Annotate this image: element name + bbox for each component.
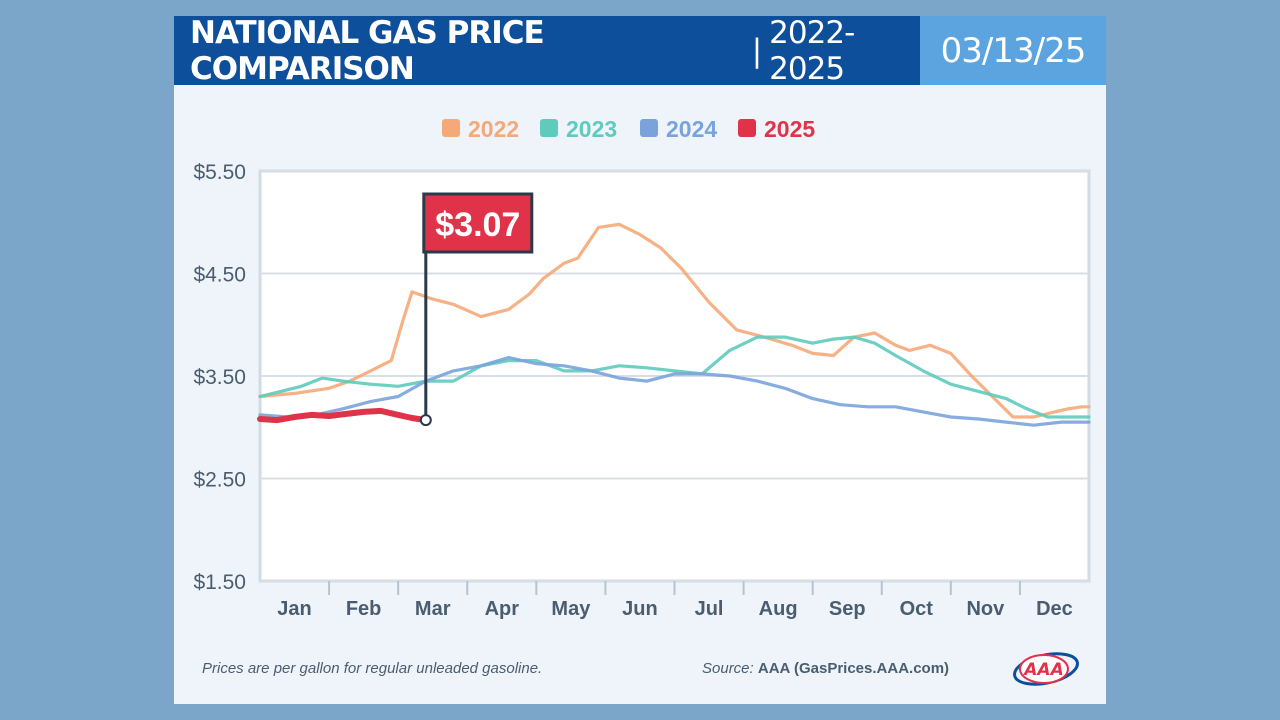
x-tick-label: Feb [346,598,382,620]
source-value: AAA (GasPrices.AAA.com) [757,660,950,677]
x-tick-label: Aug [759,598,798,620]
series-line-2024 [258,355,1091,427]
aaa-logo-icon: AAA [1013,652,1079,686]
series-line-2022 [258,222,1091,419]
line-chart: $5.50 $4.50 $3.50 $2.50 $1.50 Jan Feb Mar Apr May… [193,116,1091,620]
legend-label-2022: 2022 [468,116,519,142]
x-tick-label: Nov [966,598,1005,620]
x-tick-label: Apr [485,598,520,620]
title-bar: NATIONAL GAS PRICE COMPARISON | 2022-202… [174,14,920,87]
y-tick-label: $3.50 [193,366,246,389]
y-tick-label: $1.50 [193,571,246,594]
x-tick-label: Dec [1036,598,1073,620]
x-tick-label: Oct [900,598,934,620]
date-badge: 03/13/25 [920,16,1106,85]
x-tick-label: Jan [277,598,311,620]
chart-years: 2022-2025 [769,14,855,87]
legend-swatch-2023 [540,119,558,137]
aaa-logo-text: AAA [1022,660,1063,680]
source-credit: Source: AAA (GasPrices.AAA.com) [702,660,949,677]
y-tick-label: $2.50 [193,469,246,492]
legend-label-2023: 2023 [566,116,617,142]
footnote: Prices are per gallon for regular unlead… [202,660,543,677]
legend-label-2025: 2025 [764,116,815,142]
x-tick-label: Mar [415,598,451,620]
x-tick-label: Jun [622,598,658,620]
annotation-flag [422,192,534,254]
legend-swatch-2024 [640,119,658,137]
legend-swatch-2025 [738,119,756,137]
series-line-2025 [257,407,429,424]
x-tick-label: Jul [695,598,724,620]
annotation-marker [419,414,432,427]
x-tick-label: Sep [829,598,866,620]
chart-title: NATIONAL GAS PRICE COMPARISON [190,14,545,87]
legend-label-2024: 2024 [666,116,717,142]
y-tick-label: $5.50 [193,161,246,184]
title-separator: | [751,32,763,69]
y-tick-label: $4.50 [193,264,246,287]
source-label: Source: [702,660,754,677]
legend-swatch-2022 [442,119,460,137]
x-tick-label: May [551,598,591,620]
annotation-label: $3.07 [435,206,520,244]
chart-card: NATIONAL GAS PRICE COMPARISON | 2022-202… [174,14,1106,704]
